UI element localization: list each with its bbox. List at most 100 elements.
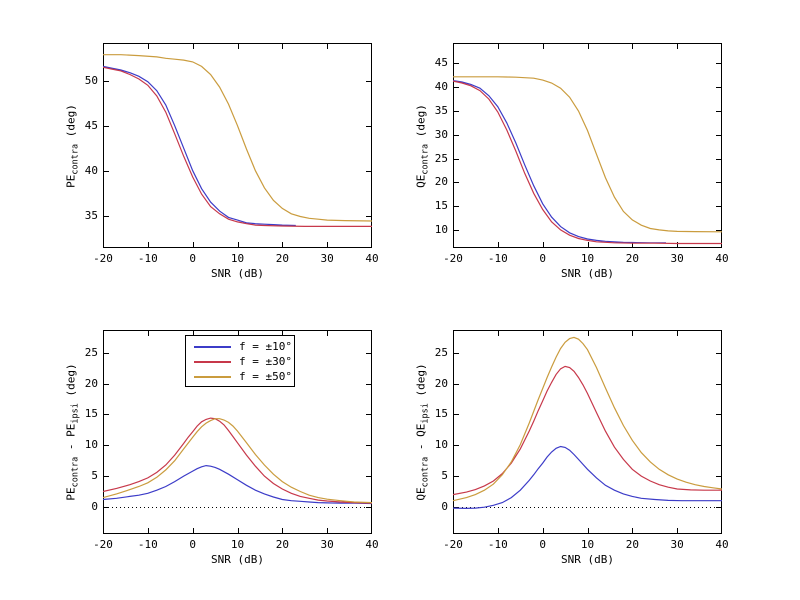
y-axis-label-subscript: contra (70, 143, 81, 175)
tick-marks (453, 44, 721, 247)
x-tick-label: 20 (625, 252, 639, 265)
y-tick-label: 15 (434, 407, 448, 421)
y-axis-label: PEcontra (deg) (64, 103, 81, 188)
y-axis-label-text: (deg) (414, 363, 428, 404)
y-tick-label: 20 (434, 175, 448, 189)
plot-area (103, 330, 372, 534)
x-tick-label: -10 (487, 252, 508, 265)
y-tick-label: 35 (84, 208, 98, 222)
y-axis-label: QEcontra - QEipsi (deg) (414, 363, 431, 501)
x-tick-label: 40 (715, 252, 729, 265)
y-tick-label: 20 (434, 376, 448, 390)
y-axis-label-subscript: contra (70, 456, 81, 488)
x-axis-label: SNR (dB) (211, 553, 264, 566)
series-line-f10 (103, 464, 372, 505)
plot-box (103, 43, 372, 248)
series-line-f30 (453, 365, 722, 496)
legend-line-f50 (194, 375, 231, 378)
x-tick-label: 0 (189, 252, 196, 265)
y-tick-label: 5 (91, 469, 98, 483)
x-tick-label: -10 (137, 538, 158, 551)
x-tick-label: 20 (275, 252, 289, 265)
legend-entry: f = ±30° (186, 354, 294, 369)
x-tick-label: 10 (230, 252, 245, 265)
x-tick-label: 30 (320, 538, 334, 551)
series-line-f30 (103, 417, 372, 504)
x-tick-label: 30 (670, 252, 684, 265)
x-axis-label: SNR (dB) (211, 267, 264, 280)
y-tick-label: 40 (84, 163, 98, 177)
x-tick-label: 0 (539, 252, 546, 265)
y-axis-label-text: PE (64, 487, 78, 501)
series-line-f30 (453, 80, 722, 245)
y-tick-label: 0 (91, 499, 98, 513)
y-axis-label-text: (deg) (414, 103, 428, 144)
x-tick-label: -20 (443, 252, 463, 265)
x-tick-label: 40 (365, 538, 379, 551)
y-tick-label: 10 (434, 438, 448, 452)
series-line-f50 (103, 54, 372, 222)
x-tick-label: 30 (670, 538, 684, 551)
y-tick-label: 10 (434, 222, 448, 236)
series-line-f10 (103, 65, 296, 227)
x-tick-label: 30 (320, 252, 334, 265)
x-tick-label: 40 (365, 252, 379, 265)
y-axis-label-text: QE (414, 174, 428, 188)
legend-line-f30 (194, 360, 231, 363)
y-tick-label: 25 (84, 345, 98, 359)
tick-marks (103, 44, 371, 247)
y-tick-label: 30 (434, 127, 448, 141)
x-tick-label: -10 (137, 252, 158, 265)
legend-label: f = ±10° (239, 340, 292, 353)
y-axis-label: QEcontra (deg) (414, 103, 431, 188)
tick-marks (453, 331, 721, 533)
x-tick-label: -20 (93, 538, 113, 551)
legend-line-f10 (194, 345, 231, 348)
y-tick-label: 20 (84, 376, 98, 390)
tick-marks (103, 331, 371, 533)
plot-box (453, 43, 722, 248)
y-tick-label: 15 (434, 199, 448, 213)
plot-area (103, 43, 372, 248)
legend-label: f = ±30° (239, 355, 292, 368)
plot-area (453, 43, 722, 248)
x-tick-label: -10 (487, 538, 508, 551)
x-tick-label: -20 (93, 252, 113, 265)
legend-label: f = ±50° (239, 370, 292, 383)
y-axis-label-text: PE (64, 174, 78, 188)
y-tick-label: 25 (434, 151, 448, 165)
legend-entry: f = ±10° (186, 339, 294, 354)
y-axis-label-text: - QE (414, 423, 428, 457)
y-axis-label-text: - PE (64, 423, 78, 457)
y-tick-label: 10 (84, 438, 98, 452)
series-line-f30 (103, 66, 372, 227)
y-axis-label-text: (deg) (64, 103, 78, 144)
x-tick-label: 20 (275, 538, 289, 551)
y-axis-label-subscript: contra (420, 456, 431, 488)
y-axis-label-subscript: ipsi (70, 403, 81, 424)
series-line-f10 (453, 80, 666, 244)
y-tick-label: 35 (434, 104, 448, 118)
y-tick-label: 45 (84, 118, 98, 132)
x-tick-label: 10 (580, 252, 595, 265)
legend: f = ±10° f = ±30° f = ±50° (185, 335, 295, 387)
legend-entry: f = ±50° (186, 369, 294, 384)
plot-box (103, 330, 372, 534)
x-tick-label: 10 (580, 538, 595, 551)
y-tick-label: 50 (84, 73, 98, 87)
x-axis-label: SNR (dB) (561, 267, 614, 280)
y-axis-label: PEcontra - PEipsi (deg) (64, 363, 81, 501)
y-tick-label: 5 (441, 469, 448, 483)
x-axis-label: SNR (dB) (561, 553, 614, 566)
y-axis-label-subscript: contra (420, 143, 431, 175)
x-tick-label: 40 (715, 538, 729, 551)
y-tick-label: 25 (434, 345, 448, 359)
series-line-f10 (453, 445, 722, 510)
series-line-f50 (453, 336, 722, 502)
y-axis-label-text: QE (414, 487, 428, 501)
x-tick-label: 0 (539, 538, 546, 551)
y-axis-label-text: (deg) (64, 363, 78, 404)
plot-box (453, 330, 722, 534)
x-tick-label: 20 (625, 538, 639, 551)
